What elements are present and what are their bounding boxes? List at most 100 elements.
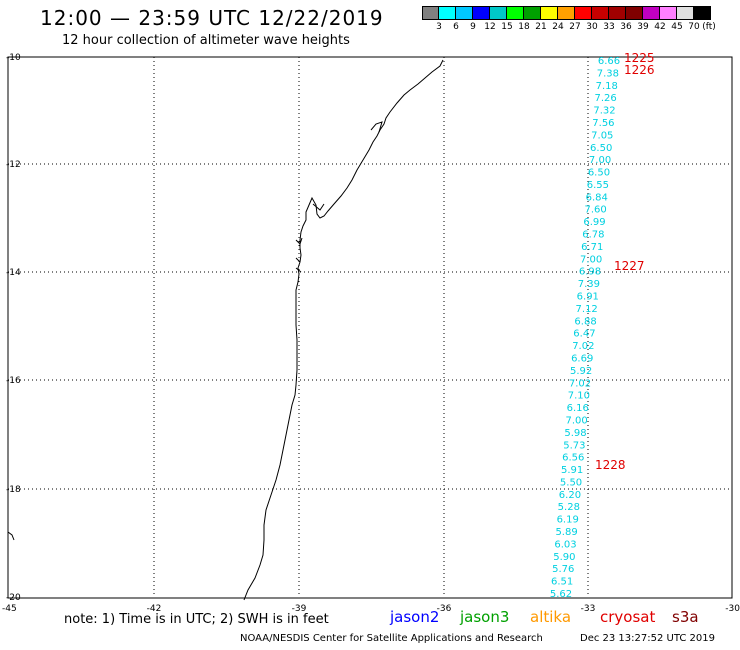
swh-value: 5.73 [563,440,585,451]
satellite-cryosat: cryosat [600,608,656,626]
scale-label: 6 [453,22,459,32]
color-scale [422,6,711,20]
scale-label: 24 [552,22,564,32]
lon-tick-label: -33 [581,604,596,614]
lat-tick-label: -12 [6,160,21,170]
scale-label: 15 [501,22,513,32]
swh-value: 7.10 [568,391,590,402]
lat-tick-label: -10 [6,53,21,63]
swh-value: 7.00 [580,254,602,265]
scale-swatch [473,6,490,20]
swh-value: 7.18 [596,81,618,92]
scale-label: 36 [620,22,632,32]
satellite-jason3: jason3 [460,608,510,626]
scale-swatch [524,6,541,20]
swh-value: 6.56 [562,453,584,464]
time-label: 1225 [624,51,655,65]
scale-swatch [609,6,626,20]
swh-value: 6.71 [581,242,603,253]
scale-label: 21 [535,22,547,32]
timestamp: Dec 23 13:27:52 UTC 2019 [580,633,715,644]
scale-label: 3 [436,22,442,32]
swh-value: 5.28 [558,502,580,513]
page-title: 12:00 — 23:59 UTC 12/22/2019 [40,6,384,30]
swh-value: 5.90 [553,552,575,563]
map-frame [7,56,733,599]
coastline-islands [295,121,383,273]
scale-label: (ft) [702,22,716,32]
swh-value: 6.84 [586,192,608,203]
scale-swatch [694,6,711,20]
lat-tick-label: -20 [6,593,21,603]
footer-note: note: 1) Time is in UTC; 2) SWH is in fe… [64,612,329,627]
scale-swatch [422,6,439,20]
time-label: 1227 [614,259,645,273]
time-label: 1226 [624,63,655,77]
swh-value: 6.03 [554,539,576,550]
satellite-jason2: jason2 [390,608,440,626]
swh-value: 6.91 [577,292,599,303]
swh-value: 6.66 [598,56,620,67]
scale-label: 33 [603,22,615,32]
scale-label: 39 [637,22,649,32]
swh-value: 6.19 [557,515,579,526]
swh-value: 6.16 [567,403,589,414]
scale-swatch [507,6,524,20]
swh-value: 6.51 [551,577,573,588]
time-label: 1228 [595,458,626,472]
scale-label: 42 [654,22,666,32]
scale-swatch [592,6,609,20]
swh-value: 5.89 [555,527,577,538]
swh-value: 6.50 [590,143,612,154]
swh-value: 6.55 [587,180,609,191]
swh-value: 7.02 [572,341,594,352]
graticule [8,57,732,597]
scale-label: 27 [569,22,581,32]
swh-value: 6.20 [559,490,581,501]
swh-value: 6.88 [574,316,596,327]
swh-value: 5.76 [552,564,574,575]
scale-label: 12 [484,22,496,32]
swh-value: 5.62 [550,589,572,600]
scale-swatch [575,6,592,20]
swh-value: 5.91 [561,465,583,476]
swh-value: 7.32 [593,106,615,117]
satellite-altika: altika [530,608,572,626]
scale-label: 18 [518,22,530,32]
scale-swatch [541,6,558,20]
lon-tick-label: -36 [437,604,452,614]
swh-value: 6.69 [571,353,593,364]
swh-value: 6.50 [588,168,610,179]
swh-value: 6.47 [573,329,595,340]
swh-value: 7.00 [589,155,611,166]
scale-label: 30 [586,22,598,32]
swh-value: 7.56 [592,118,614,129]
scale-swatch [490,6,507,20]
swh-value: 7.60 [584,205,606,216]
scale-swatch [456,6,473,20]
swh-value: 7.38 [597,68,619,79]
swh-value: 6.78 [582,230,604,241]
axis-tick-labels: -10 -12 -14 -16 -18 -20-45 -42 -39 -36 -33 -30 [2,53,740,614]
satellite-s3a: s3a [672,608,699,626]
swh-value: 5.98 [564,428,586,439]
swh-value: 5.92 [570,366,592,377]
lon-tick-label: -45 [2,604,17,614]
page-subtitle: 12 hour collection of altimeter wave hei… [62,33,350,48]
swh-value: 7.39 [578,279,600,290]
swh-value: 7.05 [591,130,613,141]
altimeter-track: 6.667.387.187.267.327.567.056.507.006.50… [550,56,620,600]
lat-tick-label: -14 [6,268,21,278]
scale-swatch [558,6,575,20]
lat-tick-label: -16 [6,376,21,386]
swh-value: 6.99 [583,217,605,228]
coastline-fragment [7,531,15,541]
scale-swatch [626,6,643,20]
scale-label: 70 [688,22,700,32]
swh-value: 5.50 [560,477,582,488]
lon-tick-label: -30 [725,604,740,614]
swh-value: 7.12 [576,304,598,315]
scale-swatch [660,6,677,20]
